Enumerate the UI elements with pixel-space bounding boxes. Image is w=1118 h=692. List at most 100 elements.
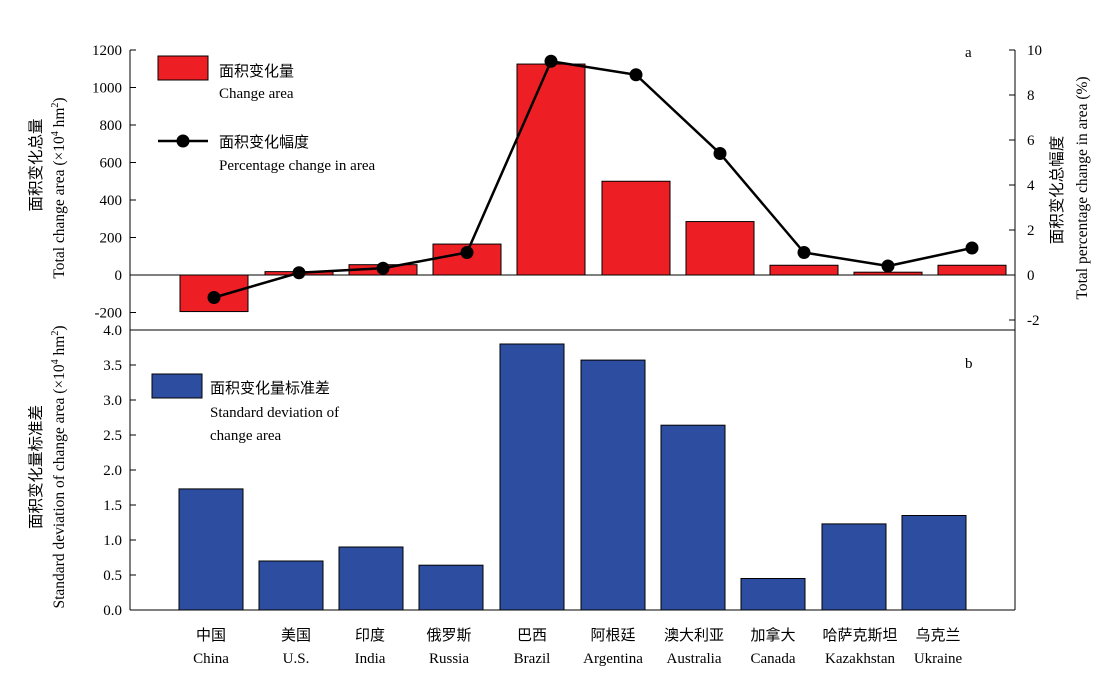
panel-a-left-tick-label: 600 [100, 156, 123, 172]
panel-a-ticks: 1200 1000 800 600 400 200 0 -200 10 8 6 4 2 0 -2 [92, 43, 1042, 329]
panel-a-right-tick-label: 6 [1027, 133, 1035, 149]
legend-change-area-en: Change area [219, 86, 294, 102]
panel-a-left-tick-label: 0 [115, 268, 123, 284]
percentage-point-us [292, 266, 306, 280]
legend-std-swatch [151, 373, 203, 399]
panel-a-right-tick-label: 8 [1027, 88, 1035, 104]
legend-change-area-cn: 面积变化量 [219, 63, 294, 80]
panel-b-tick-label: 1.0 [103, 533, 122, 549]
panel-b-tick-label: 0.0 [103, 603, 122, 619]
bar-std-russia [418, 564, 484, 611]
panel-a-bars [179, 63, 1007, 313]
category-label-cn: 加拿大 [750, 626, 795, 644]
category-label-cn: 阿根廷 [590, 627, 635, 644]
panel-a-right-tick-label: 10 [1027, 43, 1042, 59]
panel-a-left-axis-title: 面积变化总量 Total change area (×104 hm2) [27, 97, 68, 278]
panel-a-left-tick-label: 1000 [92, 81, 122, 97]
bar-change-area-kazakhstan [853, 271, 923, 276]
panel-b-tick-label: 1.5 [103, 498, 122, 514]
panel-a-left-title-cn: 面积变化总量 [27, 118, 45, 211]
panel-a-right-title-cn: 面积变化总幅度 [1048, 136, 1066, 245]
category-label-cn: 乌克兰 [915, 627, 960, 644]
legend-percentage-cn: 面积变化幅度 [219, 134, 309, 151]
panel-b-bars [178, 343, 967, 611]
bar-std-ukraine [901, 515, 967, 611]
category-label-en: Brazil [514, 651, 551, 667]
panel-a-left-tick-label: 200 [100, 231, 123, 247]
category-label-cn: 美国 [281, 627, 311, 644]
category-label-en: Ukraine [914, 651, 963, 667]
panel-b-letter: b [965, 356, 973, 372]
panel-a-left-tick-label: -200 [95, 306, 123, 322]
legend-std-en-line1: Standard deviation of [210, 405, 339, 421]
panel-b-left-axis-title: 面积变化量标准差 Standard deviation of change ar… [27, 325, 68, 608]
bar-std-brazil [499, 343, 565, 611]
bar-change-area-ukraine [937, 264, 1007, 276]
panel-a-left-tick-label: 400 [100, 193, 123, 209]
percentage-point-argentina [629, 68, 643, 82]
panel-b-legend: 面积变化量标准差 Standard deviation of change ar… [151, 373, 339, 444]
legend-change-area-swatch [157, 55, 209, 81]
panel-a-right-tick-label: 2 [1027, 223, 1035, 239]
category-label-en: Australia [667, 651, 722, 667]
category-label-en: Russia [429, 651, 469, 667]
panel-b-tick-label: 2.5 [103, 428, 122, 444]
bar-change-area-argentina [601, 180, 671, 276]
panel-a-left-tick-label: 1200 [92, 43, 122, 59]
bar-change-area-brazil [516, 63, 586, 276]
category-labels: 中国 China 美国 U.S. 印度 India 俄罗斯 Russia 巴西 Brazil 阿根廷… [193, 626, 962, 667]
bar-std-canada [740, 578, 806, 611]
percentage-point-canada [797, 246, 811, 259]
legend-std-cn: 面积变化量标准差 [210, 380, 330, 397]
panel-b-tick-label: 2.0 [103, 463, 122, 479]
percentage-point-china [207, 291, 221, 304]
category-label-en: Kazakhstan [825, 651, 895, 667]
percentage-point-india [376, 261, 390, 275]
category-label-en: Argentina [583, 651, 643, 667]
category-label-en: China [193, 651, 229, 667]
panel-b-tick-label: 3.5 [103, 358, 122, 374]
panel-a-left-tick-label: 800 [100, 118, 123, 134]
legend-std-en-line2: change area [210, 428, 282, 444]
bar-change-area-canada [769, 264, 839, 276]
panel-b-tick-label: 3.0 [103, 393, 122, 409]
category-label-cn: 澳大利亚 [664, 627, 724, 644]
legend-line-marker [176, 134, 190, 148]
percentage-change-line [213, 59, 973, 299]
category-label-en: Canada [751, 651, 796, 667]
category-label-cn: 巴西 [517, 628, 547, 644]
panel-b-tick-label: 4.0 [103, 323, 122, 339]
category-label-cn: 哈萨克斯坦 [822, 627, 897, 644]
percentage-point-kazakhstan [881, 259, 895, 273]
panel-a-line-series [207, 54, 979, 304]
panel-b-ticks: 4.0 3.5 3.0 2.5 2.0 1.5 1.0 0.5 0.0 [103, 323, 136, 619]
panel-b-left-title-en: Standard deviation of change area (×104 … [50, 325, 68, 608]
bar-std-china [178, 488, 244, 611]
percentage-point-russia [460, 246, 474, 259]
bar-change-area-australia [685, 221, 755, 276]
panel-a-right-tick-label: 0 [1027, 268, 1035, 284]
category-label-cn: 俄罗斯 [426, 627, 471, 644]
panel-a-right-tick-label: 4 [1027, 178, 1035, 194]
category-label-en: U.S. [283, 651, 310, 667]
category-label-en: India [355, 651, 386, 667]
panel-a-right-axis-title: 面积变化总幅度 Total percentage change in area … [1048, 76, 1091, 299]
bar-std-india [338, 546, 404, 611]
panel-a-right-tick-label: -2 [1027, 313, 1040, 329]
bar-std-argentina [580, 359, 646, 611]
category-label-cn: 印度 [355, 627, 385, 644]
bar-std-kazakhstan [821, 523, 887, 611]
percentage-point-australia [713, 147, 727, 160]
legend-percentage-en: Percentage change in area [219, 158, 375, 174]
bar-std-us [258, 560, 324, 611]
panel-a-letter: a [965, 45, 972, 61]
panel-b-left-title-cn: 面积变化量标准差 [27, 405, 45, 529]
panel-a-legend: 面积变化量 Change area 面积变化幅度 Percentage chan… [157, 55, 375, 174]
category-label-cn: 中国 [196, 627, 226, 644]
panel-a-right-title-en: Total percentage change in area (%) [1074, 76, 1091, 299]
percentage-point-ukraine [965, 241, 979, 255]
panel-a-left-title-en: Total change area (×104 hm2) [50, 97, 68, 278]
panel-b-tick-label: 0.5 [103, 568, 122, 584]
bar-std-australia [660, 424, 726, 611]
